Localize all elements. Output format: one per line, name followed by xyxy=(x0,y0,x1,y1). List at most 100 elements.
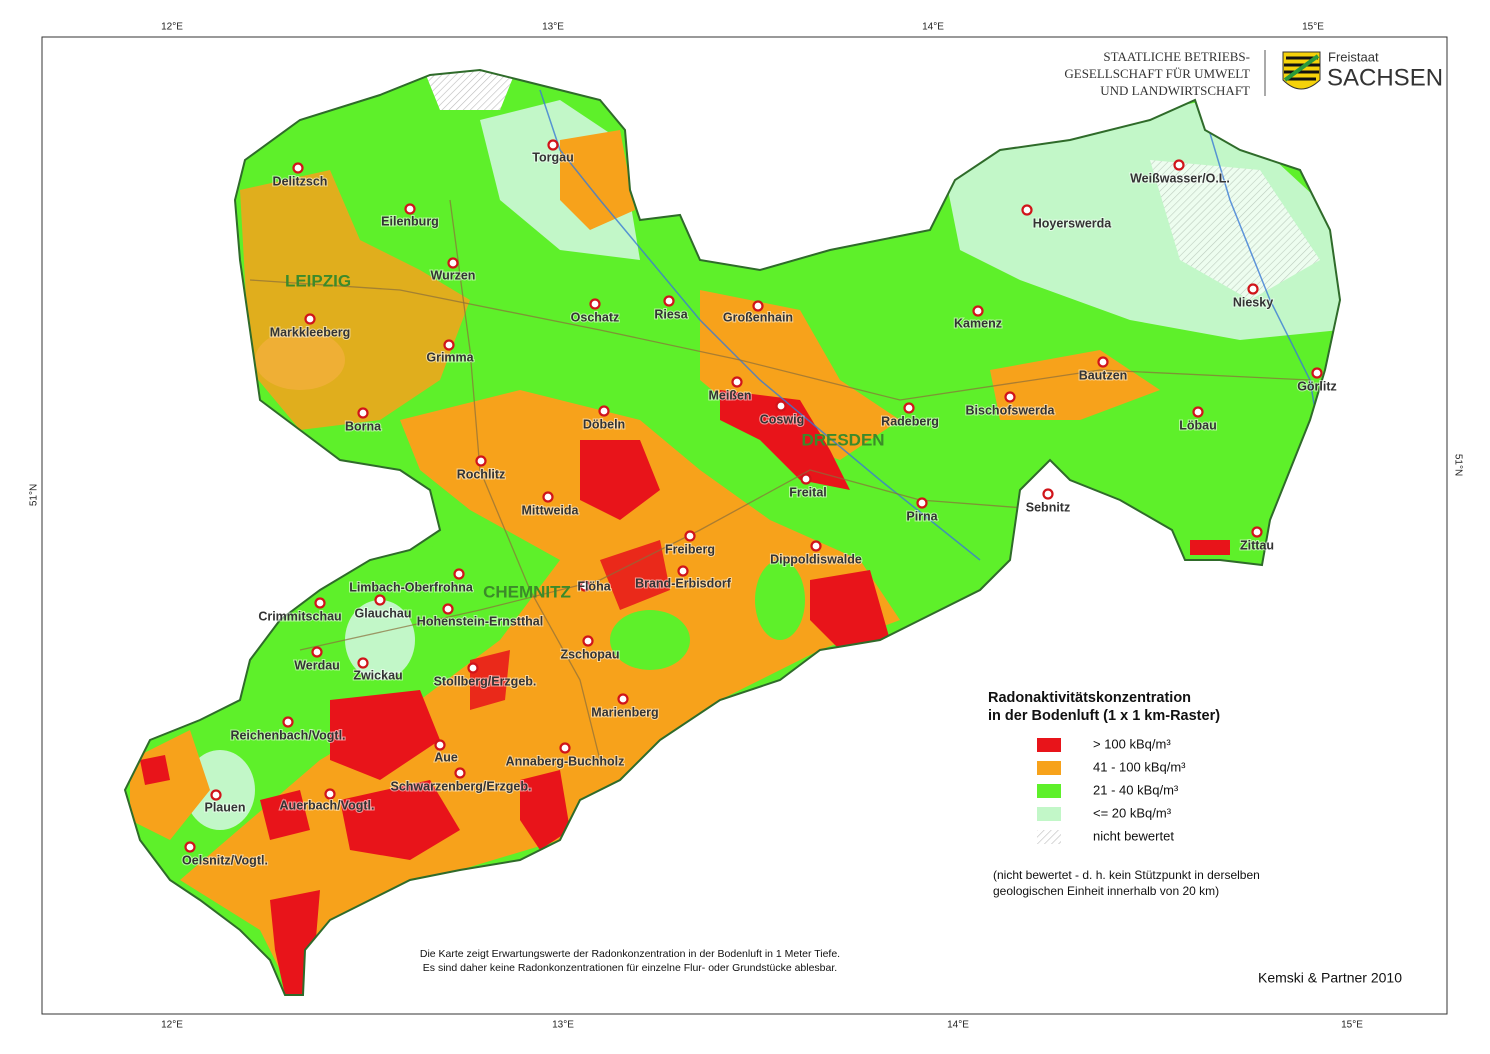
city-label: Freital xyxy=(789,485,827,499)
legend-label: 41 - 100 kBq/m³ xyxy=(1093,759,1186,774)
city-label: Torgau xyxy=(532,150,573,164)
city-marker xyxy=(324,788,336,800)
legend-label: > 100 kBq/m³ xyxy=(1093,736,1171,751)
city-marker xyxy=(442,603,454,615)
city-marker xyxy=(304,313,316,325)
city-marker xyxy=(184,841,196,853)
city-label: Coswig xyxy=(760,412,804,426)
city-marker xyxy=(1192,406,1204,418)
legend-title: Radonaktivitätskonzentration xyxy=(988,690,1191,706)
city-label: Löbau xyxy=(1179,418,1217,432)
city-marker xyxy=(547,139,559,151)
city-label: Aue xyxy=(434,750,458,764)
city-label: Wurzen xyxy=(431,268,476,282)
city-marker xyxy=(1004,391,1016,403)
city-marker xyxy=(582,635,594,647)
region-label: DRESDEN xyxy=(801,430,884,449)
longitude-label: 15°E xyxy=(1302,22,1324,33)
city-marker xyxy=(1247,283,1259,295)
city-marker xyxy=(775,400,787,412)
city-label: Brand-Erbisdorf xyxy=(635,576,732,590)
city-label: Flöha xyxy=(577,579,611,593)
city-marker xyxy=(972,305,984,317)
city-marker xyxy=(314,597,326,609)
map-note: Es sind daher keine Radonkonzentrationen… xyxy=(423,962,837,974)
city-marker xyxy=(598,405,610,417)
city-label: Oschatz xyxy=(571,310,620,324)
city-marker xyxy=(559,742,571,754)
map-note: Die Karte zeigt Erwartungswerte der Rado… xyxy=(420,948,840,960)
longitude-label: 12°E xyxy=(161,1020,183,1031)
city-label: Hoyerswerda xyxy=(1033,216,1113,230)
city-label: Mittweida xyxy=(522,503,580,517)
city-label: Niesky xyxy=(1233,295,1273,309)
legend-swatch xyxy=(1037,784,1061,798)
legend-note: geologischen Einheit innerhalb von 20 km… xyxy=(993,884,1219,898)
city-marker xyxy=(210,789,222,801)
city-marker xyxy=(467,662,479,674)
city-marker xyxy=(579,580,591,592)
city-marker xyxy=(1251,526,1263,538)
city-label: Stollberg/Erzgeb. xyxy=(434,674,537,688)
org-name: UND LANDWIRTSCHAFT xyxy=(1100,83,1250,98)
city-marker xyxy=(1097,356,1109,368)
city-label: Grimma xyxy=(426,350,474,364)
city-marker xyxy=(374,594,386,606)
city-label: Großenhain xyxy=(723,310,793,324)
city-label: Zwickau xyxy=(353,668,402,682)
longitude-label: 13°E xyxy=(552,1020,574,1031)
city-label: Markkleeberg xyxy=(270,325,351,339)
city-label: Zittau xyxy=(1240,538,1274,552)
city-marker xyxy=(800,473,812,485)
city-label: Dippoldiswalde xyxy=(770,552,862,566)
city-label: Sebnitz xyxy=(1026,500,1070,514)
city-label: Auerbach/Vogtl. xyxy=(280,798,375,812)
city-marker xyxy=(282,716,294,728)
city-marker xyxy=(1311,367,1323,379)
legend-swatch xyxy=(1037,807,1061,821)
city-label: Marienberg xyxy=(591,705,658,719)
city-marker xyxy=(311,646,323,658)
legend-note: (nicht bewertet - d. h. kein Stützpunkt … xyxy=(993,868,1260,882)
city-label: Weißwasser/O.L. xyxy=(1130,171,1230,185)
city-label: Borna xyxy=(345,419,382,433)
city-label: Riesa xyxy=(654,307,688,321)
legend-label: nicht bewertet xyxy=(1093,828,1174,843)
city-marker xyxy=(404,203,416,215)
city-label: Glauchau xyxy=(355,606,412,620)
city-marker xyxy=(357,407,369,419)
city-label: Radeberg xyxy=(881,414,939,428)
city-marker xyxy=(1021,204,1033,216)
city-marker xyxy=(292,162,304,174)
city-marker xyxy=(589,298,601,310)
city-label: Meißen xyxy=(708,388,751,402)
longitude-label: 12°E xyxy=(161,22,183,33)
city-label: Zschopau xyxy=(560,647,619,661)
legend-label: <= 20 kBq/m³ xyxy=(1093,805,1172,820)
org-name: GESELLSCHAFT FÜR UMWELT xyxy=(1064,66,1250,81)
legend-swatch xyxy=(1037,830,1061,844)
longitude-label: 14°E xyxy=(947,1020,969,1031)
legend-swatch xyxy=(1037,761,1061,775)
city-label: Werdau xyxy=(294,658,340,672)
city-label: Eilenburg xyxy=(381,214,439,228)
city-label: Bischofswerda xyxy=(966,403,1056,417)
city-marker xyxy=(663,295,675,307)
city-marker xyxy=(677,565,689,577)
city-marker xyxy=(542,491,554,503)
city-marker xyxy=(684,530,696,542)
city-marker xyxy=(617,693,629,705)
city-marker xyxy=(453,568,465,580)
credit: Kemski & Partner 2010 xyxy=(1258,970,1402,986)
state-big: SACHSEN xyxy=(1327,64,1443,91)
city-label: Limbach-Oberfrohna xyxy=(349,580,474,594)
longitude-label: 13°E xyxy=(542,22,564,33)
city-marker xyxy=(454,767,466,779)
city-label: Schwarzenberg/Erzgeb. xyxy=(390,779,531,793)
city-marker xyxy=(731,376,743,388)
latitude-label: 51°N xyxy=(29,484,40,506)
city-label: Annaberg-Buchholz xyxy=(506,754,625,768)
city-label: Delitzsch xyxy=(273,174,328,188)
city-marker xyxy=(434,739,446,751)
city-marker xyxy=(1042,488,1054,500)
